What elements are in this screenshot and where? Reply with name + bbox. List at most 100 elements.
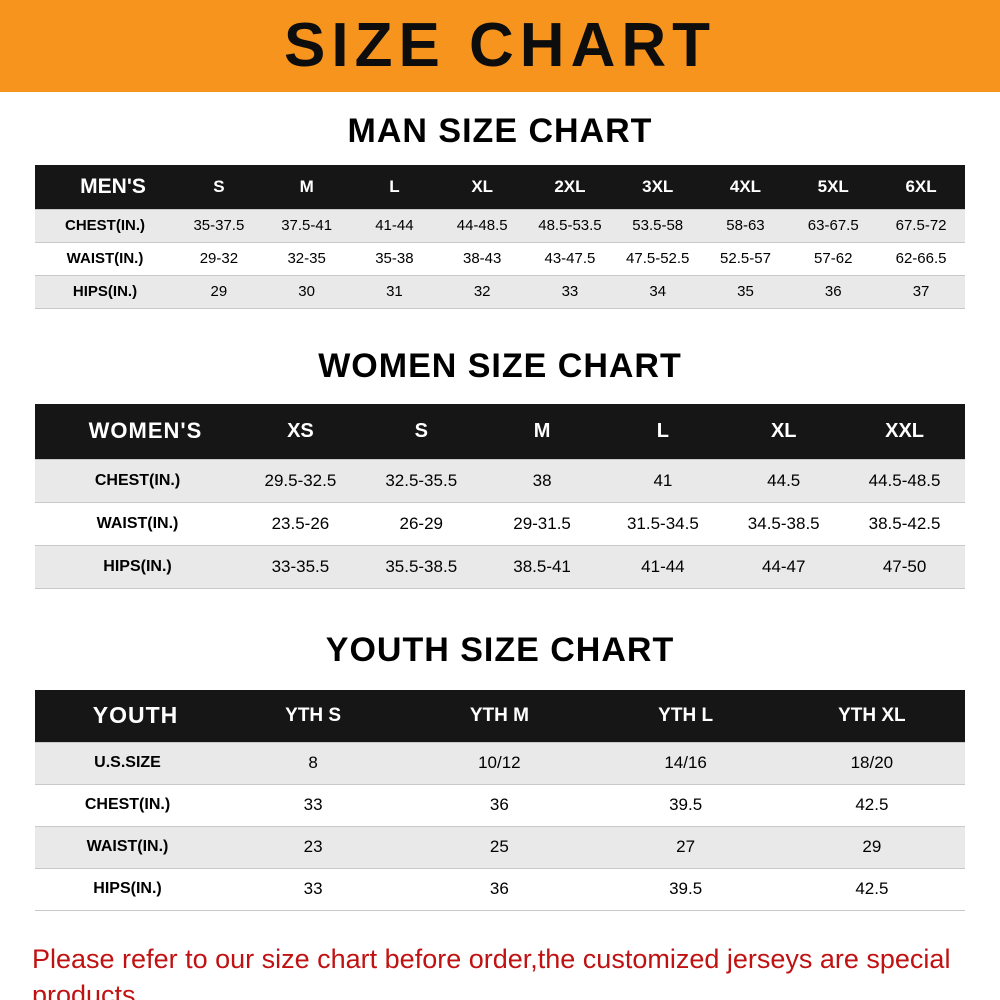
size-value-cell: 57-62: [789, 241, 878, 276]
disclaimer-line-1: Please refer to our size chart before or…: [32, 943, 951, 1000]
size-value-cell: 38-43: [438, 241, 527, 276]
table-header-row: WOMEN'S XS S M L XL XXL: [35, 403, 965, 460]
table-row: HIPS(IN.) 29 30 31 32 33 34 35 36 37: [35, 274, 965, 309]
size-value-cell: 36: [406, 867, 593, 911]
size-value-cell: 52.5-57: [701, 241, 790, 276]
size-value-cell: 18/20: [778, 741, 965, 785]
size-value-cell: 23.5-26: [240, 502, 361, 546]
size-value-cell: 26-29: [360, 502, 482, 546]
size-value-cell: 29.5-32.5: [240, 459, 361, 503]
size-value-cell: 62-66.5: [877, 241, 965, 276]
men-size-table: MEN'S S M L XL 2XL 3XL 4XL 5XL 6XL CHEST(IN.) 35-37…: [35, 165, 965, 309]
size-value-cell: 35: [701, 274, 790, 309]
size-value-cell: 38.5-41: [481, 545, 603, 589]
table-row: CHEST(IN.) 29.5-32.5 32.5-35.5 38 41 44.5 44.5…: [35, 459, 965, 503]
size-value-cell: 33: [220, 867, 407, 911]
size-value-cell: 58-63: [701, 208, 790, 243]
measurement-row-label: WAIST(IN.): [35, 502, 240, 546]
measurement-row-label: WAIST(IN.): [35, 241, 175, 276]
women-size-table: WOMEN'S XS S M L XL XXL CHEST(IN.) 29.5-32.5 32.5…: [35, 403, 965, 589]
size-value-cell: 32-35: [262, 241, 351, 276]
size-value-cell: 44-47: [723, 545, 845, 589]
size-value-cell: 29-31.5: [481, 502, 603, 546]
size-value-cell: 47-50: [844, 545, 965, 589]
measurement-row-label: WAIST(IN.): [35, 825, 220, 869]
size-column-header: L: [350, 165, 439, 209]
table-row: WAIST(IN.) 23.5-26 26-29 29-31.5 31.5-34.5 34…: [35, 502, 965, 546]
table-row: HIPS(IN.) 33 36 39.5 42.5: [35, 867, 965, 911]
size-value-cell: 33: [220, 783, 407, 827]
size-column-header: YTH XL: [778, 690, 965, 742]
size-value-cell: 42.5: [778, 867, 965, 911]
size-value-cell: 41: [602, 459, 724, 503]
size-value-cell: 63-67.5: [789, 208, 878, 243]
size-value-cell: 37: [877, 274, 965, 309]
measurement-row-label: U.S.SIZE: [35, 741, 220, 785]
size-value-cell: 35.5-38.5: [360, 545, 482, 589]
table-corner-label: WOMEN'S: [35, 403, 240, 460]
size-value-cell: 27: [592, 825, 779, 869]
size-value-cell: 53.5-58: [613, 208, 702, 243]
size-column-header: 6XL: [877, 165, 965, 209]
youth-size-table: YOUTH YTH S YTH M YTH L YTH XL U.S.SIZE 8 10/12…: [35, 690, 965, 911]
table-header-row: MEN'S S M L XL 2XL 3XL 4XL 5XL 6XL: [35, 165, 965, 209]
size-column-header: YTH S: [220, 690, 407, 742]
size-value-cell: 44.5: [723, 459, 845, 503]
size-value-cell: 37.5-41: [262, 208, 351, 243]
size-column-header: M: [481, 403, 603, 460]
size-column-header: S: [175, 165, 263, 209]
table-row: WAIST(IN.) 29-32 32-35 35-38 38-43 43-47.5 47.…: [35, 241, 965, 276]
size-value-cell: 31.5-34.5: [602, 502, 724, 546]
size-column-header: L: [602, 403, 724, 460]
size-column-header: 4XL: [701, 165, 790, 209]
table-row: HIPS(IN.) 33-35.5 35.5-38.5 38.5-41 41-44 44-…: [35, 545, 965, 589]
size-value-cell: 25: [406, 825, 593, 869]
size-value-cell: 32: [438, 274, 527, 309]
measurement-row-label: CHEST(IN.): [35, 459, 240, 503]
banner: SIZE CHART: [0, 0, 1000, 92]
size-column-header: S: [360, 403, 482, 460]
size-value-cell: 8: [220, 741, 407, 785]
size-column-header: 5XL: [789, 165, 878, 209]
size-column-header: XL: [723, 403, 845, 460]
page-title: SIZE CHART: [284, 11, 716, 80]
size-column-header: M: [262, 165, 351, 209]
size-value-cell: 43-47.5: [526, 241, 614, 276]
size-value-cell: 42.5: [778, 783, 965, 827]
size-value-cell: 67.5-72: [877, 208, 965, 243]
table-header-row: YOUTH YTH S YTH M YTH L YTH XL: [35, 690, 965, 742]
size-value-cell: 48.5-53.5: [526, 208, 614, 243]
size-value-cell: 33: [526, 274, 614, 309]
measurement-row-label: CHEST(IN.): [35, 783, 220, 827]
size-value-cell: 10/12: [406, 741, 593, 785]
size-value-cell: 23: [220, 825, 407, 869]
size-value-cell: 35-37.5: [175, 208, 263, 243]
size-column-header: XS: [240, 403, 361, 460]
size-column-header: 2XL: [526, 165, 614, 209]
table-row: CHEST(IN.) 33 36 39.5 42.5: [35, 783, 965, 827]
size-value-cell: 35-38: [350, 241, 439, 276]
disclaimer-note: Please refer to our size chart before or…: [0, 937, 1000, 1000]
size-column-header: XL: [438, 165, 527, 209]
size-value-cell: 30: [262, 274, 351, 309]
women-size-section: WOMEN SIZE CHART WOMEN'S XS S M L XL XXL CHEST(…: [0, 347, 1000, 589]
measurement-row-label: HIPS(IN.): [35, 274, 175, 309]
measurement-row-label: HIPS(IN.): [35, 545, 240, 589]
size-value-cell: 14/16: [592, 741, 779, 785]
size-column-header: YTH L: [592, 690, 779, 742]
size-column-header: 3XL: [613, 165, 702, 209]
size-value-cell: 39.5: [592, 867, 779, 911]
size-column-header: XXL: [844, 403, 965, 460]
size-value-cell: 34: [613, 274, 702, 309]
table-corner-label: YOUTH: [35, 690, 220, 742]
size-value-cell: 33-35.5: [240, 545, 361, 589]
size-column-header: YTH M: [406, 690, 593, 742]
size-value-cell: 47.5-52.5: [613, 241, 702, 276]
table-corner-label: MEN'S: [35, 165, 175, 209]
size-value-cell: 44.5-48.5: [844, 459, 965, 503]
table-row: U.S.SIZE 8 10/12 14/16 18/20: [35, 741, 965, 785]
size-value-cell: 44-48.5: [438, 208, 527, 243]
man-size-section: MAN SIZE CHART MEN'S S M L XL 2XL 3XL 4XL 5XL 6XL…: [0, 112, 1000, 309]
man-section-heading: MAN SIZE CHART: [347, 112, 653, 150]
